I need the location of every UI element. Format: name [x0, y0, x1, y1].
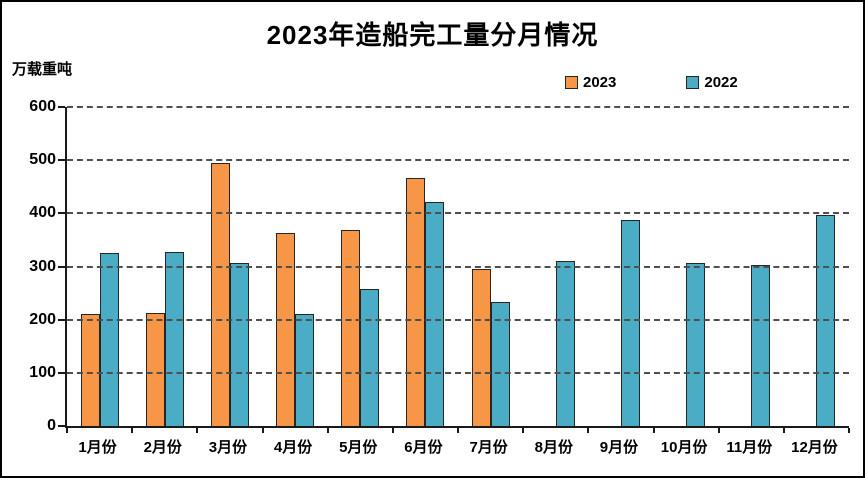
legend-item-2023: 2023	[565, 74, 616, 91]
category-column-m6	[393, 107, 458, 426]
y-axis-tick-label-100: 100	[29, 363, 56, 381]
x-tick-mark-7	[522, 428, 525, 433]
gridline-500	[67, 159, 849, 162]
category-column-m10	[654, 107, 719, 426]
x-tick-mark-8	[587, 428, 590, 433]
y-tick-mark-400	[58, 212, 65, 215]
x-tick-mark-9	[652, 428, 655, 433]
legend-item-2022: 2022	[686, 74, 738, 91]
y-axis-tick-label-0: 0	[47, 417, 56, 434]
bar-2022-m11	[751, 265, 771, 426]
gridline-200	[67, 318, 849, 321]
gridline-600	[67, 106, 849, 108]
y-tick-mark-300	[58, 265, 65, 268]
legend-label-2022: 2022	[704, 74, 738, 91]
y-axis-tick-label-400: 400	[29, 204, 56, 222]
y-tick-mark-200	[58, 318, 65, 321]
category-column-m3	[197, 107, 262, 426]
bar-2023-m4	[276, 233, 296, 426]
bar-2023-m2	[145, 313, 165, 426]
category-column-m4	[263, 107, 328, 426]
category-column-m7	[458, 107, 523, 426]
x-tick-mark-6	[457, 428, 459, 433]
bar-2022-m2	[164, 252, 184, 426]
bar-2022-m7	[490, 302, 510, 426]
bar-2023-m3	[210, 163, 230, 426]
x-tick-mark-2	[196, 428, 199, 433]
x-axis-labels: 1月份 2月份 3月份 4月份 5月份 6月份 7月份 8月份 9月份 10月份 11月份 12月份	[65, 436, 847, 457]
x-tick-mark-12	[848, 428, 850, 433]
plot-area	[58, 106, 850, 433]
x-axis-label-m4: 4月份	[273, 439, 313, 456]
x-tick-mark-10	[717, 428, 720, 433]
y-tick-mark-100	[58, 371, 65, 374]
y-axis-unit-label: 万载重吨	[12, 61, 73, 78]
legend-label-2023: 2023	[583, 74, 617, 91]
y-axis-tick-label-300: 300	[29, 257, 56, 275]
legend: 2023 2022	[565, 74, 738, 91]
bar-2022-m9	[620, 220, 640, 426]
bar-2023-m7	[471, 269, 491, 426]
x-axis-label-m11: 11月份	[726, 439, 773, 456]
bar-2022-m1	[99, 253, 119, 426]
x-axis-label-m9: 9月份	[599, 439, 639, 456]
x-axis-label-m6: 6月份	[404, 439, 443, 456]
gridline-400	[67, 212, 849, 215]
bar-2023-m1	[80, 314, 100, 426]
x-tick-mark-11	[782, 428, 785, 433]
bar-2022-m3	[229, 263, 249, 426]
x-axis-label-m8: 8月份	[534, 439, 573, 456]
x-axis-label-m3: 3月份	[208, 439, 248, 456]
category-column-m5	[328, 107, 393, 426]
category-column-m1	[67, 107, 132, 426]
x-axis-label-m1: 1月份	[78, 439, 117, 456]
bar-2023-m6	[406, 178, 426, 426]
y-tick-mark-0	[58, 425, 65, 427]
bar-2022-m8	[555, 261, 575, 426]
legend-swatch-2023-icon	[565, 76, 578, 89]
bar-2023-m5	[341, 230, 361, 426]
legend-swatch-2022-icon	[686, 76, 700, 89]
category-column-m8	[523, 107, 588, 426]
y-tick-mark-500	[58, 159, 65, 162]
bar-2022-m5	[360, 289, 380, 426]
gridline-300	[67, 265, 849, 268]
x-axis-label-m7: 7月份	[469, 439, 508, 456]
bar-2022-m4	[295, 314, 315, 426]
x-axis-label-m10: 10月份	[660, 439, 708, 456]
gridline-100	[67, 371, 849, 374]
x-axis-label-m2: 2月份	[143, 439, 182, 456]
x-tick-mark-0	[66, 428, 68, 433]
bar-columns	[67, 107, 849, 426]
bar-2022-m10	[686, 263, 706, 426]
x-tick-mark-1	[131, 428, 134, 433]
x-axis-label-m5: 5月份	[339, 439, 378, 456]
y-axis-tick-label-500: 500	[29, 151, 56, 169]
bar-2022-m6	[425, 202, 445, 426]
category-column-m2	[132, 107, 197, 426]
x-tick-mark-3	[261, 428, 264, 433]
x-axis-label-m12: 12月份	[791, 439, 838, 456]
chart-title: 2023年造船完工量分月情况	[266, 20, 599, 50]
category-column-m9	[588, 107, 653, 426]
y-axis-tick-label-600: 600	[29, 98, 56, 115]
x-tick-mark-5	[391, 428, 394, 433]
x-tick-mark-4	[326, 428, 329, 433]
y-axis-tick-label-200: 200	[29, 310, 56, 328]
y-tick-mark-600	[58, 106, 65, 108]
